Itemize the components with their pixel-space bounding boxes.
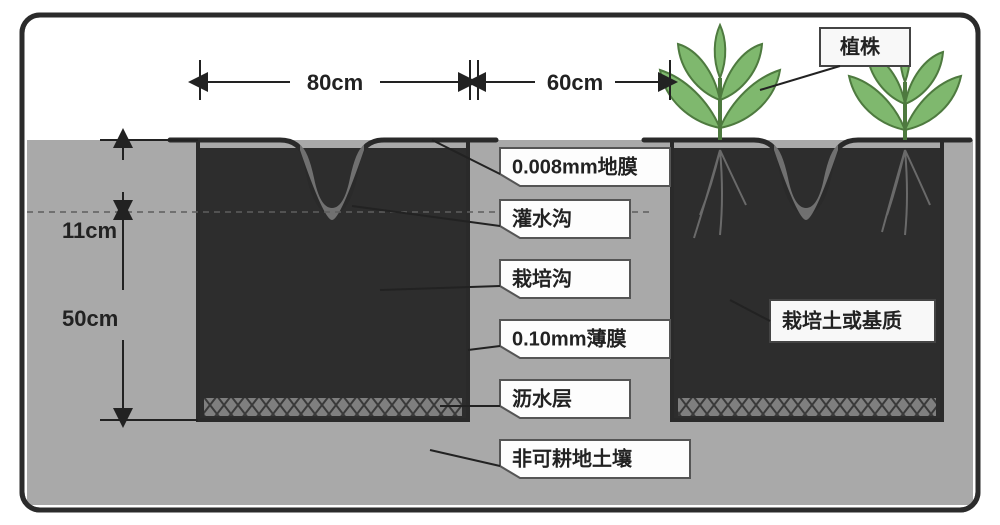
dim-50cm-text: 50cm: [62, 306, 118, 331]
label-substrate-text: 栽培土或基质: [782, 308, 902, 332]
diagram-stage: 80cm 60cm 11cm 50cm 0.008mm地膜 灌水沟: [0, 0, 1000, 525]
right-trench: [644, 140, 970, 420]
right-drain-layer: [678, 398, 936, 416]
label-culture-trench-text: 栽培沟: [512, 266, 572, 290]
label-plant-text: 植株: [840, 34, 881, 58]
dim-80cm-text: 80cm: [307, 70, 363, 95]
dim-11cm-text: 11cm: [62, 218, 117, 243]
dim-60cm-text: 60cm: [547, 70, 603, 95]
label-thin-film-text: 0.10mm薄膜: [512, 326, 627, 350]
diagram-svg: 80cm 60cm 11cm 50cm 0.008mm地膜 灌水沟: [0, 0, 1000, 525]
label-irrigation-text: 灌水沟: [512, 206, 572, 230]
label-surface-film-text: 0.008mm地膜: [512, 154, 638, 178]
label-non-arable-text: 非可耕地土壤: [512, 446, 633, 470]
left-trench: [170, 140, 496, 420]
left-drain-layer: [204, 398, 462, 416]
label-drainage-text: 沥水层: [512, 387, 572, 410]
